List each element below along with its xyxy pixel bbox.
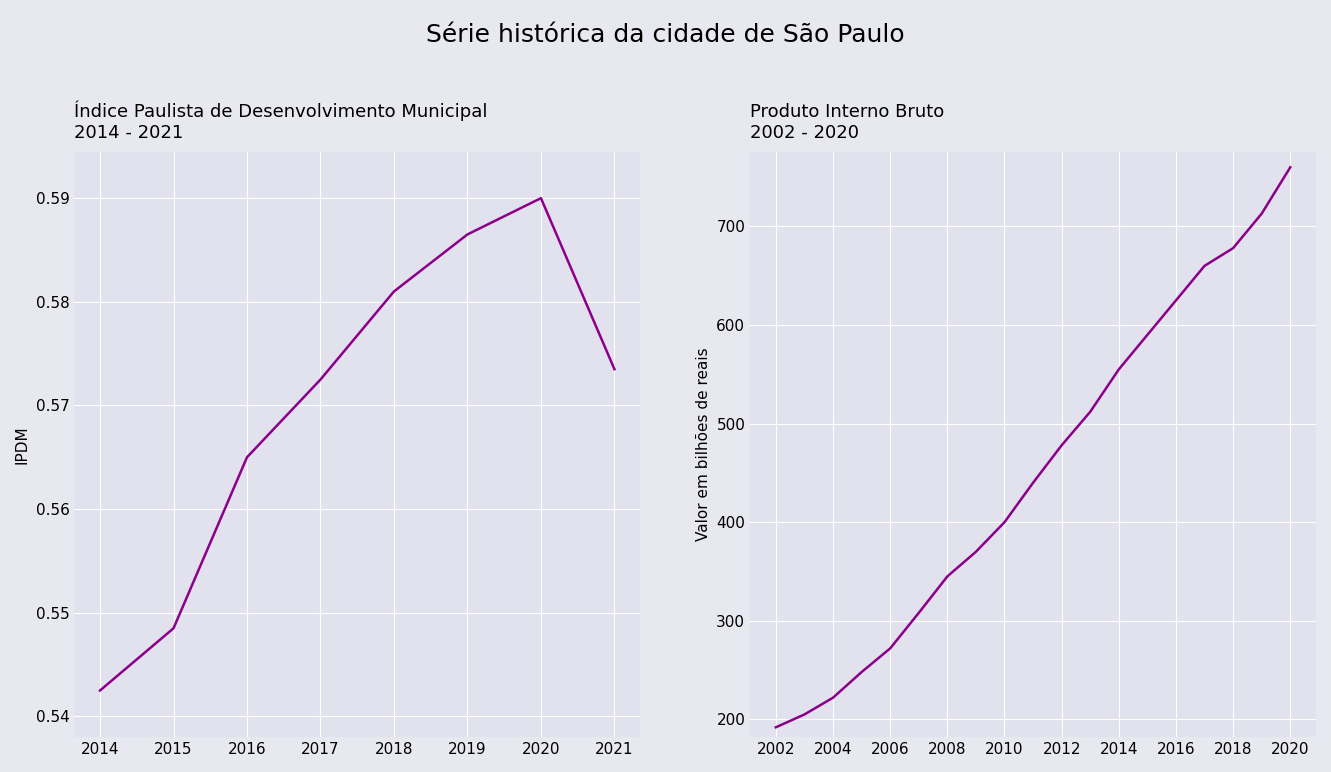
Text: Produto Interno Bruto
2002 - 2020: Produto Interno Bruto 2002 - 2020 (751, 103, 945, 141)
Y-axis label: IPDM: IPDM (15, 425, 31, 464)
Text: Série histórica da cidade de São Paulo: Série histórica da cidade de São Paulo (426, 23, 905, 47)
Text: Índice Paulista de Desenvolvimento Municipal
2014 - 2021: Índice Paulista de Desenvolvimento Munic… (75, 100, 487, 141)
Y-axis label: Valor em bilhões de reais: Valor em bilhões de reais (696, 347, 711, 541)
